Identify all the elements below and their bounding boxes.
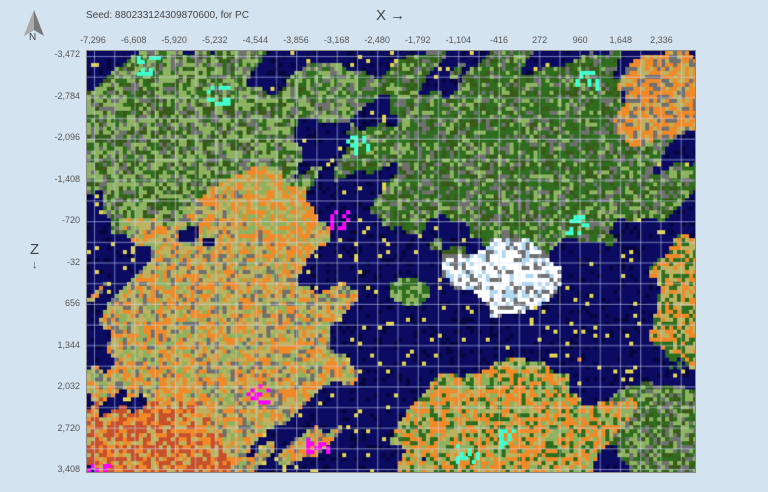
x-tick-label: -1,792 [405,35,431,45]
z-tick-label: -2,096 [54,132,80,142]
x-tick-label: 272 [532,35,548,45]
z-axis-arrow-icon: ↓ [31,259,38,271]
seed-text: Seed: 880233124309870600, for PC [86,10,249,21]
z-axis-letter: Z [30,241,40,258]
x-tick-label: -416 [489,35,508,45]
z-tick-label: -720 [61,215,80,225]
z-tick-label: 2,720 [57,422,80,433]
z-axis-title: Z ↓ [30,241,40,272]
z-tick-label: -2,784 [54,90,80,101]
x-tick-label: -4,544 [242,35,269,45]
z-tick-label: -3,472 [54,49,80,59]
x-tick-label: -5,232 [202,35,228,45]
x-tick-label: -6,608 [120,35,147,45]
x-tick-label: -3,856 [283,35,309,45]
x-tick-label: -5,920 [161,35,187,45]
north-label: N [29,32,37,43]
x-axis-title: X → [376,7,406,24]
x-tick-label: 2,336 [650,35,673,45]
x-tick-label: -3,168 [323,35,350,45]
x-tick-label: 960 [572,35,588,45]
x-tick-label: -2,480 [364,35,390,45]
z-tick-label: 3,408 [57,464,80,474]
z-tick-label: 1,344 [57,339,80,350]
z-tick-label: -32 [66,256,80,267]
z-tick-label: -1,408 [54,173,80,184]
z-tick-label: 2,032 [57,381,80,391]
x-tick-label: 1,648 [609,35,633,45]
x-tick-label: -7,296 [80,35,106,45]
north-arrow-icon [24,10,44,36]
z-tick-label: 656 [64,298,80,308]
biome-map[interactable] [86,50,696,473]
x-tick-label: -1,104 [445,35,472,45]
